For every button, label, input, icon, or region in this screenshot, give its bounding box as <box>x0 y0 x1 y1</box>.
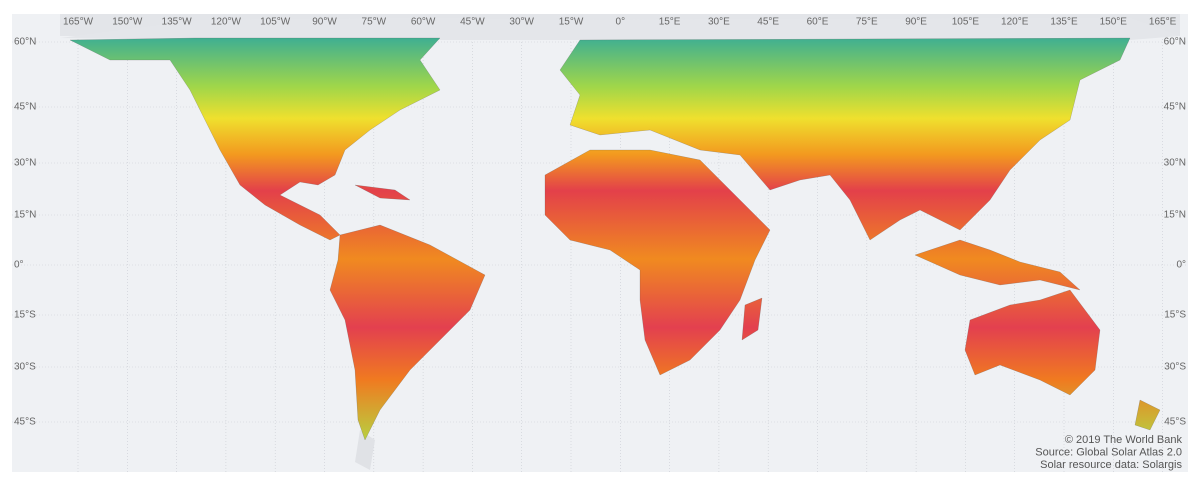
latitude-label-right: 30°N <box>1164 158 1186 169</box>
indonesia <box>914 239 1081 291</box>
longitude-label: 105°E <box>952 17 980 28</box>
attribution-line: Source: Global Solar Atlas 2.0 <box>1035 446 1182 458</box>
attribution-line: Solar resource data: Solargis <box>1040 459 1182 471</box>
labels: 165°W 150°W 135°W 120°W 105°W 90°W 75°W 60°W 45°… <box>14 17 1186 471</box>
latitude-label-left: 30°N <box>14 158 36 169</box>
latitude-label-right: 60°N <box>1164 37 1186 48</box>
longitude-label: 120°E <box>1001 17 1029 28</box>
latitude-label-right: 45°N <box>1164 102 1186 113</box>
longitude-label: 120°W <box>211 17 242 28</box>
latitude-label-right: 30°S <box>1164 362 1186 373</box>
longitude-label: 30°E <box>708 17 730 28</box>
patagonia <box>355 430 375 470</box>
caribbean <box>354 184 411 201</box>
latitude-label-left: 60°N <box>14 37 36 48</box>
latitude-label-right: 15°S <box>1164 310 1186 321</box>
longitude-label: 75°E <box>856 17 878 28</box>
longitude-label: 135°E <box>1050 17 1078 28</box>
latitude-label-right: 15°N <box>1164 210 1186 221</box>
longitude-label: 45°E <box>757 17 779 28</box>
longitude-label: 90°W <box>312 17 337 28</box>
latitude-label-left: 45°S <box>14 417 36 428</box>
latitude-label-right: 0° <box>1176 260 1186 271</box>
latitude-label-left: 0° <box>14 260 24 271</box>
south-america <box>329 224 486 441</box>
longitude-label: 75°W <box>362 17 387 28</box>
longitude-label: 105°W <box>260 17 291 28</box>
longitude-label: 150°E <box>1100 17 1128 28</box>
latitude-label-left: 45°N <box>14 102 36 113</box>
longitude-label: 60°W <box>411 17 436 28</box>
arctic-land <box>60 18 1180 40</box>
north-america <box>69 37 441 241</box>
attribution-line: © 2019 The World Bank <box>1065 434 1183 446</box>
longitude-label: 15°W <box>559 17 584 28</box>
land <box>60 18 1180 470</box>
longitude-label: 150°W <box>112 17 143 28</box>
longitude-label: 90°E <box>905 17 927 28</box>
new-zealand <box>1134 399 1161 431</box>
madagascar <box>741 297 763 341</box>
longitude-label: 60°E <box>807 17 829 28</box>
longitude-label: 165°W <box>63 17 94 28</box>
latitude-label-left: 30°S <box>14 362 36 373</box>
latitude-label-left: 15°N <box>14 210 36 221</box>
africa <box>544 149 771 376</box>
australia <box>964 289 1101 396</box>
longitude-label: 15°E <box>659 17 681 28</box>
longitude-label: 0° <box>616 17 626 28</box>
longitude-label: 30°W <box>509 17 534 28</box>
longitude-label: 165°E <box>1149 17 1177 28</box>
eurasia <box>559 37 1131 241</box>
latitude-label-left: 15°S <box>14 310 36 321</box>
longitude-label: 45°W <box>460 17 485 28</box>
latitude-label-right: 45°S <box>1164 417 1186 428</box>
longitude-label: 135°W <box>162 17 193 28</box>
